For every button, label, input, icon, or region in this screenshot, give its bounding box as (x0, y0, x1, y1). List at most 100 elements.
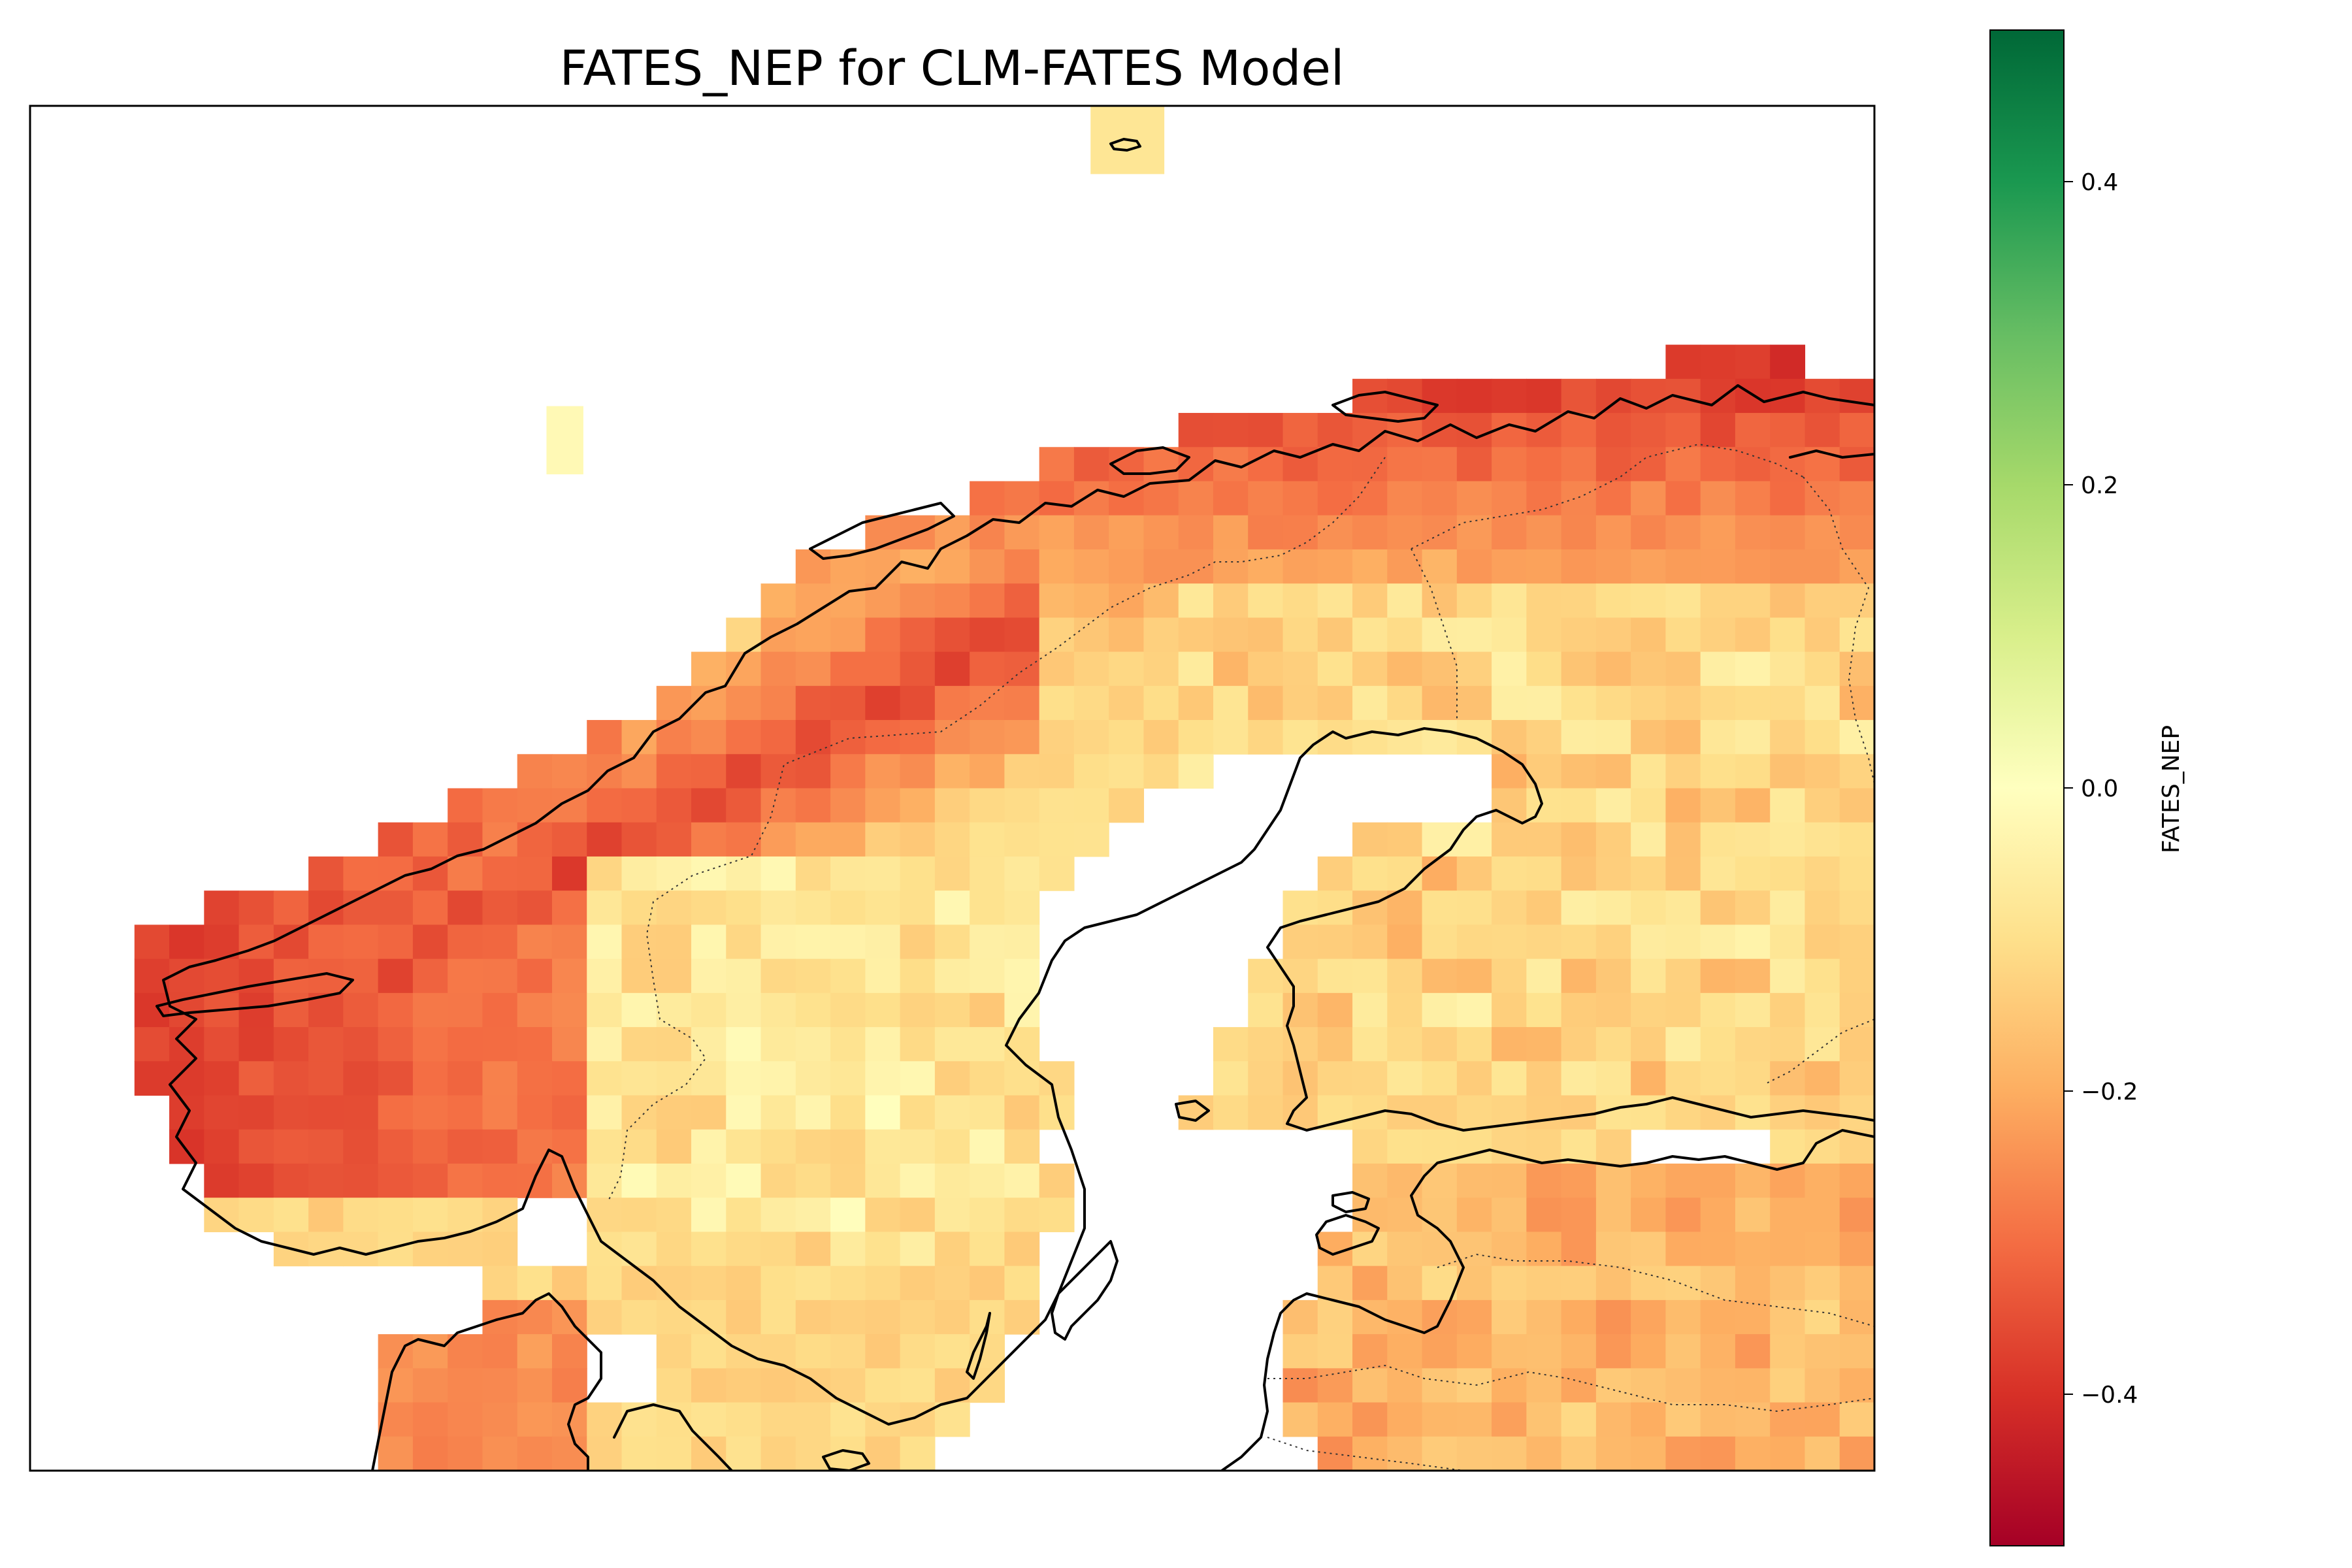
baltic-south-coastline (1220, 1129, 1874, 1471)
heatmap-cell (1839, 1061, 1874, 1096)
heatmap-cell (1770, 1027, 1806, 1062)
heatmap-cell (726, 1368, 762, 1403)
heatmap-cell (1735, 1334, 1771, 1369)
heatmap-cell (760, 1129, 796, 1164)
heatmap-cell (1387, 1266, 1423, 1301)
heatmap-cell (1665, 1334, 1701, 1369)
heatmap-cell (551, 992, 587, 1028)
heatmap-cell (1839, 720, 1874, 755)
heatmap-cell (1561, 754, 1597, 789)
heatmap-cell (1631, 651, 1667, 687)
heatmap-cell (1317, 992, 1353, 1028)
heatmap-cell (1735, 1436, 1771, 1471)
heatmap-cell (482, 958, 518, 994)
heatmap-cell (1282, 413, 1318, 448)
country-borders (607, 443, 1874, 1471)
heatmap-cell (830, 617, 866, 653)
heatmap-cell (1735, 822, 1771, 857)
heatmap-cell (691, 1027, 727, 1062)
heatmap-cell (1248, 515, 1284, 550)
heatmap-cell (1492, 890, 1527, 925)
heatmap-cell (482, 1027, 518, 1062)
heatmap-cell (1004, 822, 1040, 857)
heatmap-cell (1770, 583, 1806, 618)
heatmap-cell (1213, 515, 1249, 550)
heatmap-cell (621, 1061, 657, 1096)
heatmap-cell (1839, 413, 1874, 448)
heatmap-cell (551, 1027, 587, 1062)
heatmap-cell (1700, 413, 1736, 448)
heatmap-cell (448, 958, 483, 994)
heatmap-cell (934, 720, 970, 755)
heatmap-cell (656, 822, 692, 857)
heatmap-cell (1770, 617, 1806, 653)
heatmap-cell (934, 1027, 970, 1062)
heatmap-cell (970, 1129, 1005, 1164)
heatmap-cell (760, 822, 796, 857)
heatmap-cell (1456, 924, 1492, 960)
heatmap-cell (204, 958, 240, 994)
heatmap-cell (1700, 481, 1736, 516)
heatmap-cell (1665, 992, 1701, 1028)
heatmap-cell (1073, 481, 1109, 516)
heatmap-cell (1352, 1334, 1388, 1369)
heatmap-cell (830, 1163, 866, 1198)
heatmap-cell (1735, 1266, 1771, 1301)
heatmap-cell (970, 583, 1005, 618)
heatmap-cell (1665, 447, 1701, 482)
heatmap-cell (1561, 651, 1597, 687)
heatmap-cell (621, 924, 657, 960)
heatmap-cell (865, 924, 901, 960)
heatmap-cell (865, 1061, 901, 1096)
heatmap-cell (308, 1095, 344, 1130)
heatmap-cell (1039, 788, 1075, 823)
heatmap-cell (621, 1266, 657, 1301)
heatmap-cell (830, 1266, 866, 1301)
heatmap-cell (1735, 890, 1771, 925)
heatmap-cell (934, 1061, 970, 1096)
map-frame (29, 105, 1876, 1472)
heatmap-cell (1004, 1095, 1040, 1130)
heatmap-cell (1770, 1061, 1806, 1096)
heatmap-cell (726, 1299, 762, 1335)
heatmap-cell (1456, 1436, 1492, 1471)
heatmap-cell (656, 1232, 692, 1267)
heatmap-cell (691, 754, 727, 789)
heatmap-cell (1422, 378, 1458, 414)
heatmap-cell (1492, 1198, 1527, 1233)
heatmap-cell (1039, 447, 1075, 482)
bornholm-coastline (822, 1449, 870, 1471)
heatmap-cell (482, 924, 518, 960)
heatmap-cell (412, 1436, 448, 1471)
heatmap-cell (1700, 1368, 1736, 1403)
heatmap-cell (760, 1027, 796, 1062)
heatmap-cell (1143, 549, 1179, 584)
heatmap-cell (656, 1436, 692, 1471)
heatmap-cell (238, 992, 274, 1028)
heatmap-cell (517, 924, 553, 960)
heatmap-cell (900, 958, 936, 994)
heatmap-cell (1352, 549, 1388, 584)
heatmap-cell (865, 549, 901, 584)
heatmap-cell (934, 515, 970, 550)
heatmap-cell (1317, 447, 1353, 482)
heatmap-cell (1526, 890, 1562, 925)
heatmap-cell (1387, 1232, 1423, 1267)
chart-title: FATES_NEP for CLM-FATES Model (560, 41, 1345, 97)
heatmap-cell (1248, 1027, 1284, 1062)
heatmap-cell (551, 754, 587, 789)
heatmap-cell (1561, 1299, 1597, 1335)
heatmap-cell (1317, 856, 1353, 891)
heatmap-cell (900, 617, 936, 653)
heatmap-cell (1595, 447, 1631, 482)
coastlines (155, 138, 1874, 1471)
heatmap-cell (1248, 583, 1284, 618)
heatmap-cell (1387, 1402, 1423, 1437)
heatmap-cell (1422, 515, 1458, 550)
heatmap-cell (204, 890, 240, 925)
heatmap-cell (1561, 1402, 1597, 1437)
heatmap-cell (900, 1368, 936, 1403)
heatmap-cell (238, 1061, 274, 1096)
heatmap-cell (656, 754, 692, 789)
heatmap-cell (448, 856, 483, 891)
